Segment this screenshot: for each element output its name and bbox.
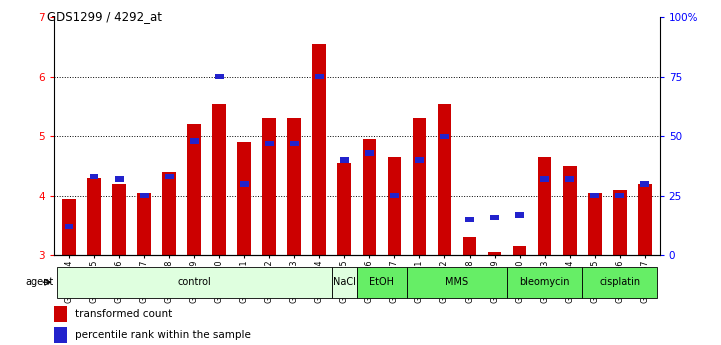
Bar bbox=[137, 193, 151, 255]
Text: MMS: MMS bbox=[446, 277, 469, 287]
Bar bbox=[465, 217, 474, 222]
Bar bbox=[590, 193, 599, 198]
Bar bbox=[582, 267, 658, 298]
Bar bbox=[357, 267, 407, 298]
Bar bbox=[62, 199, 76, 255]
Bar bbox=[288, 118, 301, 255]
Bar bbox=[363, 139, 376, 255]
Bar bbox=[415, 157, 424, 163]
Text: NaCl: NaCl bbox=[333, 277, 356, 287]
Bar bbox=[640, 181, 649, 187]
Bar bbox=[490, 215, 499, 220]
Bar bbox=[507, 267, 582, 298]
Text: percentile rank within the sample: percentile rank within the sample bbox=[75, 330, 250, 340]
Bar bbox=[312, 44, 326, 255]
Bar bbox=[115, 176, 123, 182]
Bar bbox=[513, 246, 526, 255]
Bar bbox=[140, 193, 149, 198]
Bar bbox=[365, 150, 373, 156]
Text: bleomycin: bleomycin bbox=[519, 277, 570, 287]
Bar bbox=[87, 178, 101, 255]
Bar bbox=[237, 142, 251, 255]
Bar bbox=[65, 224, 74, 229]
Bar bbox=[487, 252, 501, 255]
Bar bbox=[412, 118, 426, 255]
Bar bbox=[54, 306, 67, 322]
Text: EtOH: EtOH bbox=[369, 277, 394, 287]
Bar bbox=[615, 193, 624, 198]
Bar bbox=[162, 172, 176, 255]
Bar bbox=[213, 104, 226, 255]
Bar bbox=[340, 157, 349, 163]
Bar bbox=[240, 181, 249, 187]
Text: control: control bbox=[177, 277, 211, 287]
Bar bbox=[265, 141, 274, 146]
Bar bbox=[638, 184, 652, 255]
Bar bbox=[388, 157, 402, 255]
Bar bbox=[337, 163, 351, 255]
Bar bbox=[54, 327, 67, 343]
Bar bbox=[516, 212, 524, 217]
Bar bbox=[290, 141, 298, 146]
Bar bbox=[613, 190, 627, 255]
Bar bbox=[438, 104, 451, 255]
Bar bbox=[89, 174, 99, 179]
Bar bbox=[463, 237, 477, 255]
Bar bbox=[332, 267, 357, 298]
Bar bbox=[390, 193, 399, 198]
Bar bbox=[112, 184, 126, 255]
Text: cisplatin: cisplatin bbox=[599, 277, 640, 287]
Bar bbox=[440, 134, 449, 139]
Bar bbox=[165, 174, 174, 179]
Bar bbox=[56, 267, 332, 298]
Bar bbox=[562, 166, 577, 255]
Bar bbox=[540, 176, 549, 182]
Text: agent: agent bbox=[25, 277, 53, 287]
Bar bbox=[262, 118, 276, 255]
Bar bbox=[190, 138, 198, 144]
Bar bbox=[588, 193, 601, 255]
Bar bbox=[538, 157, 552, 255]
Bar bbox=[187, 125, 201, 255]
Bar bbox=[315, 74, 324, 79]
Bar bbox=[215, 74, 224, 79]
Text: GDS1299 / 4292_at: GDS1299 / 4292_at bbox=[47, 10, 162, 23]
Text: transformed count: transformed count bbox=[75, 309, 172, 319]
Bar bbox=[407, 267, 507, 298]
Bar bbox=[565, 176, 574, 182]
